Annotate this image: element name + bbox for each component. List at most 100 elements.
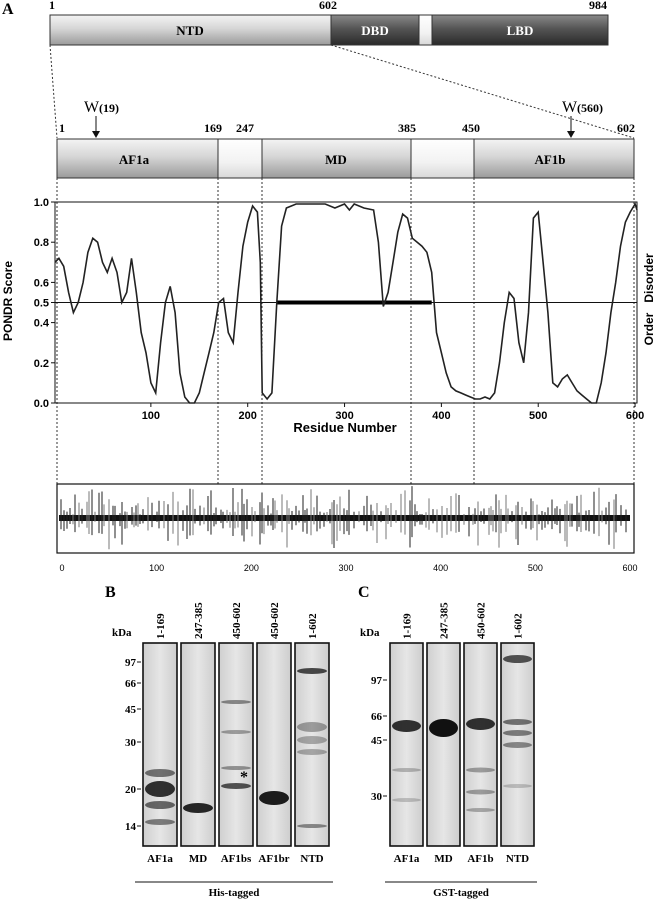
x-tick-label: 200 bbox=[239, 410, 257, 422]
gel-lane: 450-602 AF1bs bbox=[218, 602, 254, 865]
gel-lane-name: MD bbox=[434, 853, 452, 865]
domain-lbd-label: LBD bbox=[507, 23, 534, 38]
panel-label-a: A bbox=[2, 1, 14, 18]
mw-marker-label: 30 bbox=[371, 791, 383, 803]
ntd-af1a-bar bbox=[56, 138, 219, 179]
y-tick-label: 0.2 bbox=[34, 358, 49, 370]
domain-guides bbox=[56, 178, 635, 484]
gel-lane-range: 1-169 bbox=[402, 613, 414, 639]
panel-label-b: B bbox=[105, 584, 116, 601]
x-tick-label: 300 bbox=[335, 410, 353, 422]
gel-lane-frame bbox=[218, 642, 254, 847]
disorder-label: Disorder bbox=[642, 253, 656, 303]
gel-band bbox=[145, 769, 175, 777]
gel-lane: 1-169 AF1a bbox=[142, 613, 178, 865]
mw-marker-label: 45 bbox=[371, 735, 383, 747]
mw-marker-label: 45 bbox=[125, 704, 137, 716]
ntd-pos-247: 247 bbox=[236, 121, 254, 135]
ntd-pos-169: 169 bbox=[204, 121, 222, 135]
gel-lane-name: AF1bs bbox=[221, 853, 252, 865]
gel-band bbox=[429, 719, 458, 737]
gel-lane-frame bbox=[294, 642, 330, 847]
gel-lane: 247-385 MD bbox=[180, 602, 216, 865]
gel-lane: 1-602 NTD bbox=[500, 613, 535, 865]
mw-marker-label: 97 bbox=[371, 675, 383, 687]
gel-lane: 450-602 AF1b bbox=[463, 602, 498, 865]
gel-band bbox=[221, 730, 251, 734]
gel-band bbox=[466, 718, 495, 730]
pondr-ylabel: PONDR Score bbox=[1, 261, 15, 341]
gel-lane-range: 450-602 bbox=[231, 602, 243, 639]
hydropathy-ticks: 0 100 200 300 400 500 600 bbox=[59, 563, 637, 573]
gel-b-tag-label: His-tagged bbox=[209, 887, 260, 899]
gel-b-kda-label: kDa bbox=[112, 627, 132, 639]
gel-lane-frame bbox=[500, 642, 535, 847]
gel-c-tag-label: GST-tagged bbox=[433, 887, 489, 899]
hydropathy-tick-label: 300 bbox=[338, 563, 353, 573]
gel-band bbox=[503, 742, 532, 748]
gel-b: 97 66 45 30 20 14 1-169 AF1a 247-385 MD 450-602 AF1… bbox=[125, 602, 330, 865]
hydropathy-tick-label: 500 bbox=[528, 563, 543, 573]
gel-lane-frame bbox=[463, 642, 498, 847]
pondr-series-line bbox=[54, 202, 638, 404]
mw-marker-label: 66 bbox=[371, 711, 383, 723]
hydropathy-bars bbox=[59, 486, 630, 550]
svg-text:W: W bbox=[84, 99, 100, 116]
mw-marker-label: 66 bbox=[125, 678, 137, 690]
mw-marker-label: 14 bbox=[125, 821, 137, 833]
gel-lane: 1-169 AF1a bbox=[389, 613, 424, 865]
gel-band bbox=[183, 803, 213, 813]
y-tick-label: 0.0 bbox=[34, 398, 49, 410]
gel-band bbox=[297, 722, 327, 732]
svg-text:(560): (560) bbox=[577, 101, 603, 115]
gel-lane-name: AF1a bbox=[394, 853, 420, 865]
full-end-label: 984 bbox=[589, 0, 607, 12]
hydropathy-tick-label: 400 bbox=[433, 563, 448, 573]
gel-lane-frame bbox=[180, 642, 216, 847]
gel-band bbox=[466, 808, 495, 812]
x-tick-label: 500 bbox=[529, 410, 547, 422]
gel-lane-range: 450-602 bbox=[476, 602, 488, 639]
ntd-linker2-bar bbox=[410, 138, 475, 179]
gel-band bbox=[503, 784, 532, 788]
gel-band bbox=[297, 824, 327, 828]
gel-band bbox=[221, 766, 251, 770]
domain-ntd-bar bbox=[49, 14, 332, 46]
zoom-line-right bbox=[330, 44, 635, 139]
gel-lane-range: 1-602 bbox=[307, 613, 319, 639]
gel-lane-frame bbox=[426, 642, 461, 847]
svg-text:W: W bbox=[562, 99, 578, 116]
gel-lane-name: AF1br bbox=[258, 853, 289, 865]
gel-band bbox=[392, 720, 421, 732]
mw-marker-label: 30 bbox=[125, 737, 137, 749]
pondr-ticks: 0.0 0.2 0.4 0.5 0.6 0.8 1.0 100 200 300 400 500 600 bbox=[34, 197, 645, 422]
domain-ntd-label: NTD bbox=[176, 23, 203, 38]
gel-band bbox=[221, 783, 251, 789]
domain-dbd-label: DBD bbox=[361, 23, 388, 38]
gel-band bbox=[503, 730, 532, 736]
gel-band bbox=[392, 768, 421, 772]
hinge-bar bbox=[418, 14, 433, 46]
pondr-xlabel: Residue Number bbox=[293, 420, 396, 435]
gel-band bbox=[392, 798, 421, 802]
hydropathy-tick-label: 600 bbox=[622, 563, 637, 573]
panel-label-c: C bbox=[358, 584, 370, 601]
mw-marker-label: 97 bbox=[125, 657, 137, 669]
gel-lane-name: MD bbox=[189, 853, 207, 865]
gel-lane: 1-602 NTD bbox=[294, 613, 330, 865]
gel-band bbox=[503, 655, 532, 663]
y-tick-label: 0.5 bbox=[34, 298, 49, 310]
y-tick-label: 0.8 bbox=[34, 237, 49, 249]
gel-b-asterisk: * bbox=[240, 769, 248, 786]
gel-band bbox=[221, 700, 251, 704]
gel-band bbox=[145, 819, 175, 825]
gel-lane-range: 1-602 bbox=[513, 613, 525, 639]
gel-band bbox=[145, 801, 175, 809]
svg-text:(19): (19) bbox=[99, 101, 119, 115]
y-tick-label: 0.4 bbox=[34, 318, 50, 330]
gel-band bbox=[259, 791, 289, 805]
hydropathy-tick-label: 0 bbox=[59, 563, 64, 573]
ntd-pos-450: 450 bbox=[462, 121, 480, 135]
trp-marker-19: W (19) bbox=[84, 99, 119, 138]
